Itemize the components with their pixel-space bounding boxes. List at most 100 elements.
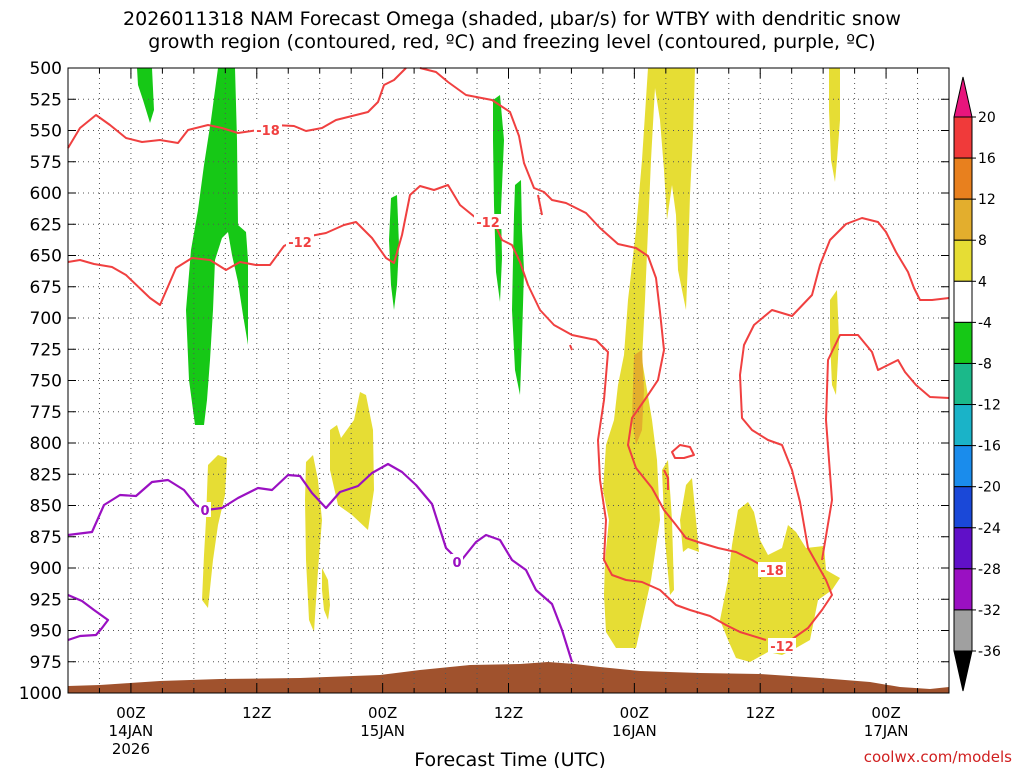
colorbar-label: -36 [978, 644, 1001, 660]
x-tick-label: 00Z [116, 704, 145, 722]
colorbar-label: -12 [978, 398, 1001, 414]
colorbar-segment [953, 609, 973, 652]
omega-shade-green-1 [137, 68, 154, 123]
omega-shade-yellow-1 [202, 455, 227, 608]
y-tick-label: 950 [30, 622, 62, 642]
dgz-contours [67, 67, 950, 643]
colorbar-segment [953, 116, 973, 159]
y-axis: 500 525 550 575 600 625 650 675 700 725 750 775 800 8… [19, 59, 949, 704]
y-tick-label: 900 [30, 559, 62, 579]
y-tick-label: 850 [30, 497, 62, 517]
colorbar-label: -28 [978, 562, 1001, 578]
colorbar-segment [953, 404, 973, 447]
colorbar-label: -20 [978, 480, 1001, 496]
x-tick-label: 12Z [494, 704, 523, 722]
y-tick-label: 575 [30, 153, 62, 173]
omega-shade-green-3 [389, 195, 399, 310]
colorbar-label: 20 [978, 110, 996, 126]
contour-labels: -18 -18 -12 -12 -12 0 0 [199, 122, 796, 655]
contour-value-label: -12 [476, 216, 500, 231]
colorbar-label: -32 [978, 603, 1001, 619]
contour-value-label: 0 [200, 504, 209, 519]
omega-shade-yellow-5 [603, 68, 695, 648]
colorbar-segment [953, 362, 973, 406]
colorbar-segment [953, 157, 973, 200]
freezing-level-contour-lower [67, 593, 110, 642]
omega-shade-yellow-7 [680, 478, 699, 552]
contour-label-backdrop [286, 234, 314, 249]
colorbar-segment [953, 527, 973, 570]
y-tick-label: 1000 [19, 684, 62, 704]
colorbar-segment [953, 568, 973, 611]
omega-shade-yellow-9 [829, 68, 840, 182]
x-tick-label: 00Z [620, 704, 649, 722]
contour-label-backdrop [199, 502, 211, 517]
omega-shade-yellow-8 [720, 502, 840, 662]
x-tick-date-label: 17JAN [864, 722, 909, 740]
contour-label-backdrop [474, 214, 502, 229]
colorbar-label: -16 [978, 439, 1001, 455]
y-tick-label: 925 [30, 590, 62, 610]
y-tick-label: 975 [30, 653, 62, 673]
colorbar: 20 16 12 8 4 -4 -8 -12 -16 -20 -24 -28 -32 -36 [953, 76, 1001, 692]
dgz-right-contour-1 [739, 217, 950, 643]
colorbar-label: 16 [978, 151, 996, 167]
y-tick-label: 525 [30, 90, 62, 110]
omega-shade-yellow-10 [830, 290, 839, 395]
dgz-small-contour-3 [537, 194, 543, 216]
omega-shade-orange-1 [632, 350, 644, 445]
colorbar-segment [953, 445, 973, 488]
contour-label-backdrop [254, 122, 282, 137]
y-tick-label: 650 [30, 247, 62, 267]
colorbar-segment [953, 486, 973, 529]
contour-label-backdrop [451, 554, 463, 569]
x-tick-label: 00Z [368, 704, 397, 722]
title-line-1: 2026011318 NAM Forecast Omega (shaded, µ… [123, 8, 901, 30]
omega-positive-strong-shading [632, 350, 644, 445]
dgz-small-contour-1 [663, 469, 669, 490]
y-tick-label: 675 [30, 278, 62, 298]
x-axis-label: Forecast Time (UTC) [414, 749, 605, 768]
colorbar-top-arrow [953, 76, 973, 118]
colorbar-label: -24 [978, 521, 1001, 537]
credit-link[interactable]: coolwx.com/models [864, 748, 1012, 766]
dgz-right-contour-2 [821, 334, 950, 561]
contour-value-label: -12 [288, 236, 312, 251]
x-tick-label: 12Z [242, 704, 271, 722]
contour-label-backdrop [768, 638, 796, 653]
freezing-level-contours [67, 462, 574, 663]
y-tick-label: 725 [30, 340, 62, 360]
dgz-minus12-contour [67, 184, 767, 641]
colorbar-segment [953, 239, 973, 282]
dgz-minus18-contour-upper-2 [419, 67, 767, 569]
omega-shade-yellow-6 [662, 460, 674, 595]
omega-shade-green-2 [186, 68, 248, 425]
y-tick-label: 875 [30, 528, 62, 548]
y-tick-label: 775 [30, 403, 62, 423]
x-tick-date-label: 16JAN [612, 722, 657, 740]
dgz-small-contour-2 [569, 344, 573, 351]
omega-shade-green-4 [493, 95, 504, 302]
colorbar-label: 12 [978, 192, 996, 208]
y-tick-label: 550 [30, 122, 62, 142]
colorbar-label: -4 [978, 315, 992, 331]
colorbar-segment [953, 280, 973, 323]
y-tick-label: 600 [30, 184, 62, 204]
colorbar-segment [953, 321, 973, 364]
terrain-fill [68, 662, 949, 693]
omega-shade-green-5 [512, 180, 524, 395]
x-tick-label: 12Z [746, 704, 775, 722]
x-tick-label: 00Z [871, 704, 900, 722]
omega-positive-shading [202, 68, 840, 662]
contour-value-label: -12 [770, 640, 794, 655]
dgz-closed-contour-small [671, 444, 695, 459]
grid-lines [68, 68, 949, 693]
colorbar-label: 8 [978, 233, 987, 249]
x-tick-date-label: 15JAN [360, 722, 405, 740]
contour-value-label: -18 [256, 124, 280, 139]
y-tick-label: 500 [30, 59, 62, 79]
y-tick-label: 750 [30, 372, 62, 392]
omega-negative-shading [137, 68, 524, 425]
